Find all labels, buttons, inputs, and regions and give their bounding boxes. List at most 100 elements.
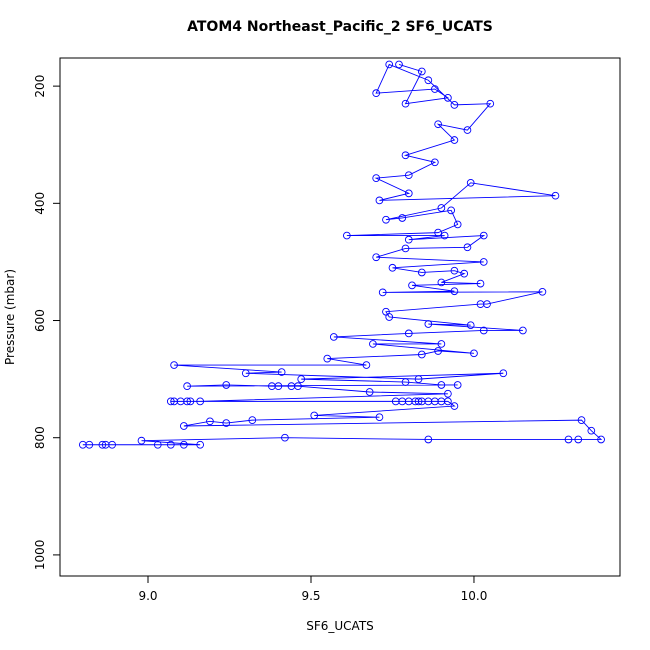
data-point [196, 440, 205, 449]
data-point [479, 326, 488, 335]
data-point [564, 435, 573, 444]
data-point [408, 281, 416, 290]
data-point [388, 263, 397, 272]
data-point [166, 397, 175, 406]
data-point [378, 288, 387, 297]
data-point [447, 206, 456, 215]
data-point [587, 426, 596, 435]
data-point [424, 320, 433, 328]
data-point [597, 435, 605, 444]
data-point [369, 340, 377, 348]
data-point [479, 231, 488, 240]
data-point [437, 340, 446, 348]
data-point [385, 313, 394, 321]
data-point [424, 435, 433, 444]
data-point [444, 93, 452, 102]
data-point [166, 440, 175, 449]
data-point [342, 231, 351, 240]
data-point [444, 397, 452, 406]
data-point [310, 411, 319, 420]
data-point [437, 381, 446, 389]
data-point [372, 253, 381, 262]
data-point [395, 60, 403, 69]
x-tick-label: 9.5 [301, 589, 320, 603]
data-point [551, 191, 560, 200]
data-point [414, 397, 423, 406]
y-tick-label: 1000 [33, 540, 47, 571]
data-point [382, 215, 390, 224]
data-point [450, 287, 459, 296]
data-point [417, 268, 426, 277]
data-point [375, 413, 384, 422]
data-point [196, 397, 205, 406]
data-point [450, 266, 459, 275]
data-point [417, 67, 426, 76]
data-point [180, 422, 188, 430]
data-point [186, 397, 195, 406]
data-point [206, 417, 214, 426]
data-line [82, 63, 603, 446]
data-point [183, 382, 191, 390]
data-point [538, 287, 547, 296]
data-point [401, 378, 410, 386]
data-point [277, 368, 286, 376]
data-point [437, 278, 446, 287]
data-point [444, 389, 452, 398]
data-point [365, 388, 374, 396]
data-point [450, 402, 459, 410]
data-point [248, 416, 257, 424]
y-tick-label: 400 [33, 192, 47, 215]
data-point [450, 136, 459, 144]
data-point [404, 235, 413, 244]
data-point [404, 329, 413, 338]
data-point [519, 326, 527, 335]
x-tick-label: 9.0 [138, 589, 157, 603]
data-point [476, 300, 485, 308]
data-point [424, 76, 433, 85]
data-point [137, 436, 146, 445]
data-point [241, 369, 250, 378]
data-point [372, 89, 381, 98]
data-point [404, 171, 413, 180]
data-point [170, 397, 178, 406]
data-point [450, 101, 459, 109]
data-point [78, 440, 87, 449]
data-point [170, 361, 178, 369]
data-point [101, 440, 110, 449]
y-tick-label: 800 [33, 426, 47, 449]
data-point [362, 361, 371, 369]
data-point [153, 440, 162, 449]
data-point [274, 382, 283, 390]
data-point [499, 369, 508, 378]
data-point [453, 220, 462, 229]
y-tick-label: 200 [33, 75, 47, 98]
data-point [486, 99, 495, 108]
data-point [453, 381, 462, 389]
data-point [437, 204, 446, 212]
data-point [297, 375, 306, 383]
chart-title: ATOM4 Northeast_Pacific_2 SF6_UCATS [187, 19, 493, 35]
data-point [466, 321, 475, 330]
data-point [281, 433, 289, 442]
data-point [479, 258, 488, 266]
data-point [470, 349, 478, 358]
data-point [460, 269, 469, 278]
data-point [463, 243, 472, 252]
data-point [323, 354, 332, 363]
data-point [98, 440, 107, 449]
y-axis-label: Pressure (mbar) [3, 269, 17, 365]
data-point [329, 333, 338, 341]
data-point [180, 440, 188, 449]
data-point [431, 158, 439, 167]
data-point [398, 214, 407, 222]
data-point [434, 120, 442, 129]
data-point [574, 435, 583, 444]
data-point [434, 228, 442, 237]
x-axis-label: SF6_UCATS [306, 619, 374, 633]
data-point [401, 99, 410, 108]
data-point [222, 381, 231, 389]
data-point [466, 178, 475, 187]
